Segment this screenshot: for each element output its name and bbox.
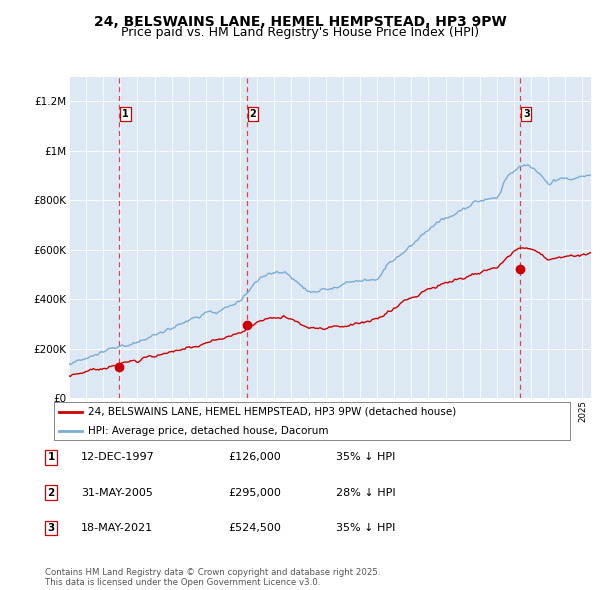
Text: 2: 2 xyxy=(47,488,55,497)
Text: Contains HM Land Registry data © Crown copyright and database right 2025.
This d: Contains HM Land Registry data © Crown c… xyxy=(45,568,380,587)
Text: £524,500: £524,500 xyxy=(228,523,281,533)
Text: 28% ↓ HPI: 28% ↓ HPI xyxy=(336,488,395,497)
Text: 18-MAY-2021: 18-MAY-2021 xyxy=(81,523,153,533)
Text: 1: 1 xyxy=(122,109,129,119)
Text: Price paid vs. HM Land Registry's House Price Index (HPI): Price paid vs. HM Land Registry's House … xyxy=(121,26,479,39)
Text: 24, BELSWAINS LANE, HEMEL HEMPSTEAD, HP3 9PW (detached house): 24, BELSWAINS LANE, HEMEL HEMPSTEAD, HP3… xyxy=(88,407,456,417)
Text: 35% ↓ HPI: 35% ↓ HPI xyxy=(336,453,395,462)
Text: 31-MAY-2005: 31-MAY-2005 xyxy=(81,488,153,497)
Text: 12-DEC-1997: 12-DEC-1997 xyxy=(81,453,155,462)
Text: 2: 2 xyxy=(250,109,256,119)
Text: £295,000: £295,000 xyxy=(228,488,281,497)
Text: 24, BELSWAINS LANE, HEMEL HEMPSTEAD, HP3 9PW: 24, BELSWAINS LANE, HEMEL HEMPSTEAD, HP3… xyxy=(94,15,506,29)
Text: 3: 3 xyxy=(47,523,55,533)
Text: 35% ↓ HPI: 35% ↓ HPI xyxy=(336,523,395,533)
Text: £126,000: £126,000 xyxy=(228,453,281,462)
Text: 3: 3 xyxy=(523,109,530,119)
Text: 1: 1 xyxy=(47,453,55,462)
Text: HPI: Average price, detached house, Dacorum: HPI: Average price, detached house, Daco… xyxy=(88,427,328,437)
